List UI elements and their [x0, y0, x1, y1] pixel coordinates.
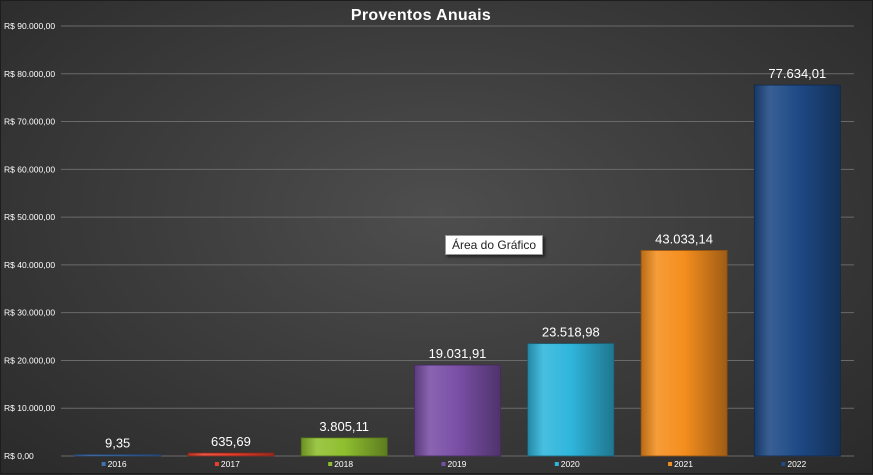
legend-label-2020: 2020 [561, 459, 580, 469]
legend-swatch-2020 [554, 462, 559, 466]
chart-title: Proventos Anuais [350, 7, 492, 24]
bar-2021[interactable] [640, 249, 728, 457]
y-tick-label: R$ 80.000,00 [4, 69, 55, 79]
legend-label-2016: 2016 [108, 459, 127, 469]
legend-swatch-2016 [101, 462, 106, 466]
legend-swatch-2022 [781, 462, 786, 466]
y-tick-label: R$ 0,00 [4, 451, 34, 461]
data-labels: 9,35 635,69 3.805,11 19.031,91 23.518,98 43.0… [105, 66, 826, 450]
data-label-2022: 77.634,01 [768, 66, 826, 81]
legend-label-2022: 2022 [787, 459, 806, 469]
legend-label-2017: 2017 [221, 459, 240, 469]
y-tick-label: R$ 90.000,00 [4, 21, 55, 31]
data-label-2021: 43.033,14 [655, 231, 713, 246]
data-label-2018: 3.805,11 [319, 419, 369, 434]
y-tick-label: R$ 50.000,00 [4, 212, 55, 222]
y-axis-tick-labels: R$ 0,00 R$ 10.000,00 R$ 20.000,00 R$ 30.000… [4, 21, 55, 461]
y-tick-label: R$ 20.000,00 [4, 355, 55, 365]
legend-swatch-2017 [214, 462, 219, 466]
data-label-2019: 19.031,91 [429, 346, 487, 361]
y-tick-label: R$ 30.000,00 [4, 308, 55, 318]
y-tick-label: R$ 70.000,00 [4, 117, 55, 127]
bar-2019[interactable] [414, 364, 501, 457]
legend-swatch-2021 [668, 462, 673, 466]
legend-swatch-2018 [328, 462, 333, 466]
data-label-2016: 9,35 [105, 436, 130, 451]
data-label-2020: 23.518,98 [542, 325, 600, 340]
bar-2020[interactable] [527, 343, 615, 457]
legend: 2016 2017 2018 2019 2020 2021 2022 [101, 459, 807, 469]
legend-label-2019: 2019 [448, 459, 467, 469]
bar-2017[interactable] [187, 452, 275, 457]
legend-swatch-2019 [441, 462, 446, 466]
y-tick-label: R$ 60.000,00 [4, 164, 55, 174]
bar-2016[interactable] [74, 454, 162, 457]
bar-2018[interactable] [300, 437, 388, 457]
chart-area-tooltip: Área do Gráfico [445, 235, 544, 255]
legend-label-2021: 2021 [674, 459, 693, 469]
bar-2022[interactable] [753, 84, 841, 457]
legend-label-2018: 2018 [334, 459, 353, 469]
y-tick-label: R$ 10.000,00 [4, 403, 55, 413]
y-tick-label: R$ 40.000,00 [4, 260, 55, 270]
data-label-2017: 635,69 [211, 434, 251, 449]
bars [74, 84, 841, 457]
